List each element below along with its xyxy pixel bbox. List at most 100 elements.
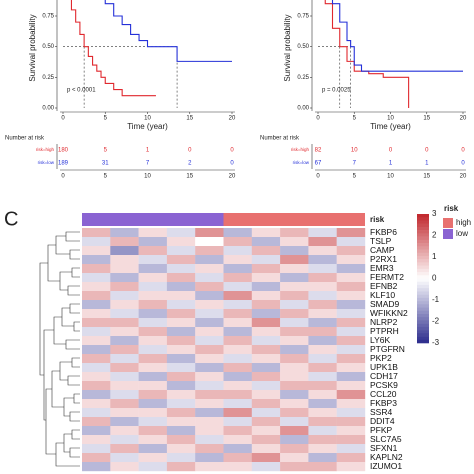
survival-curve (324, 0, 410, 108)
heatmap-cell (166, 228, 196, 238)
risk-count: 7 (353, 161, 357, 167)
y-tick-label: 0.25 (42, 75, 54, 81)
risk-table-title: Number at risk (5, 136, 45, 142)
scale-swatch (417, 246, 429, 250)
heatmap-cell (138, 345, 168, 355)
heatmap-cell (223, 291, 252, 301)
heatmap-cell (280, 255, 309, 265)
heatmap-cell (308, 426, 337, 436)
heatmap-cell (336, 435, 366, 445)
heatmap-cell (280, 282, 309, 292)
legend-swatch (443, 229, 453, 239)
heatmap-cell (82, 255, 111, 265)
scale-swatch (417, 252, 429, 257)
heatmap-cell (110, 264, 139, 274)
heatmap-cell (223, 318, 252, 328)
heatmap-cell (308, 417, 337, 427)
scale-swatch (417, 304, 429, 308)
scale-swatch (417, 236, 429, 241)
heatmap-cell (138, 246, 168, 256)
heatmap-cell (195, 327, 224, 337)
risk-count: 2 (188, 161, 192, 167)
heatmap-cell (166, 435, 196, 445)
risk-count: 82 (315, 148, 322, 154)
x-tick-label: 15 (423, 116, 430, 122)
risk-count: 7 (146, 161, 150, 167)
heatmap-cell (280, 309, 309, 319)
gene-label: SFXN1 (370, 443, 398, 453)
x-tick-label: 0 (61, 116, 65, 122)
heatmap-cell (110, 417, 139, 427)
heatmap-cell (251, 399, 281, 409)
heatmap-cell (336, 237, 366, 247)
scale-swatch (417, 301, 429, 305)
heatmap-cell (195, 354, 224, 364)
gene-label: IZUMO1 (370, 461, 402, 471)
gene-label: KAPLN2 (370, 452, 403, 462)
heatmap-cell (336, 291, 366, 301)
heatmap-cell (138, 336, 168, 346)
legend-label: low (456, 229, 468, 238)
x-axis-label: Time (year) (370, 122, 411, 131)
heatmap-cell (195, 435, 224, 445)
risk-annotation (82, 213, 224, 226)
heatmap-cell (280, 381, 309, 391)
x-tick-label: 20 (460, 116, 467, 122)
heatmap-cell (82, 408, 111, 418)
heatmap-cell (195, 336, 224, 346)
heatmap-cell (223, 327, 252, 337)
dendrogram (39, 231, 80, 467)
heatmap-cell (336, 462, 366, 472)
heatmap-cell (280, 444, 309, 454)
heatmap-cell (195, 444, 224, 454)
heatmap-cell (138, 426, 168, 436)
heatmap-cell (82, 426, 111, 436)
heatmap-cell (82, 273, 111, 283)
heatmap-cell (280, 345, 309, 355)
heatmap-cell (308, 408, 337, 418)
heatmap-cell (336, 336, 366, 346)
heatmap-cell (82, 399, 111, 409)
heatmap-cell (138, 273, 168, 283)
y-axis-label: Survival probability (28, 14, 37, 81)
heatmap-cell (195, 291, 224, 301)
heatmap-cell (280, 237, 309, 247)
gene-label: PFKP (370, 425, 393, 435)
heatmap-cell (82, 462, 111, 472)
heatmap-cell (110, 255, 139, 265)
legend-title: risk (444, 204, 459, 213)
heatmap-cell (336, 372, 366, 382)
gene-label: PKP2 (370, 353, 392, 363)
gene-label: SSR4 (370, 407, 392, 417)
heatmap-cell (308, 228, 337, 238)
risk-count: 0 (230, 148, 234, 154)
scale-tick-label: 2 (432, 231, 437, 240)
x-tick-label: 5 (353, 174, 357, 180)
heatmap-cell (138, 381, 168, 391)
heatmap-cell (308, 237, 337, 247)
heatmap-cell (195, 408, 224, 418)
scale-swatch (417, 320, 429, 324)
scale-swatch (417, 233, 429, 237)
heatmap-cell (110, 282, 139, 292)
x-tick-label: 10 (387, 116, 394, 122)
heatmap-cell (336, 363, 366, 373)
heatmap-cell (223, 336, 252, 346)
heatmap-cell (138, 417, 168, 427)
heatmap-cell (166, 462, 196, 472)
heatmap-cell (166, 237, 196, 247)
x-axis-label: Time (year) (127, 122, 168, 131)
scale-swatch (417, 268, 429, 273)
heatmap-cell (195, 237, 224, 247)
survival-curve (70, 0, 156, 97)
scale-swatch (417, 307, 429, 312)
heatmap-cell (223, 282, 252, 292)
heatmap-cell (280, 399, 309, 409)
heatmap-cell (138, 237, 168, 247)
heatmap-cell (223, 417, 252, 427)
scale-tick-label: -2 (432, 317, 440, 326)
gene-label: FKBP3 (370, 398, 397, 408)
heatmap-cell (138, 453, 168, 463)
heatmap-cell (251, 300, 281, 310)
x-tick-label: 10 (144, 116, 151, 122)
